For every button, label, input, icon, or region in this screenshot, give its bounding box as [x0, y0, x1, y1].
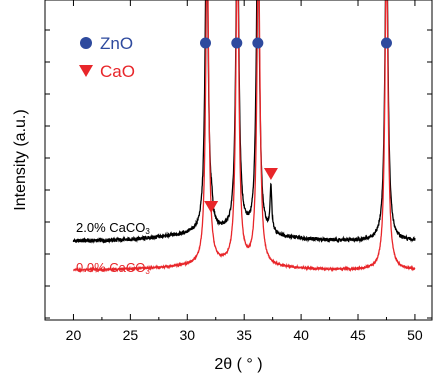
series-layer — [72, 0, 416, 274]
x-tick-label: 45 — [350, 327, 366, 343]
series-label-0: 2.0% CaCO3 — [76, 220, 150, 236]
x-tick-label: 20 — [66, 327, 82, 343]
series-label-1: 0.0% CaCO3 — [76, 260, 150, 276]
marker-zno — [380, 37, 392, 49]
y-axis-title: Intensity (a.u.) — [12, 109, 29, 210]
x-tick-label: 35 — [236, 327, 252, 343]
marker-zno — [199, 37, 211, 49]
marker-zno — [231, 37, 243, 49]
x-tick-label: 50 — [407, 327, 423, 343]
marker-zno — [252, 37, 264, 49]
series-labels: 2.0% CaCO3 0.0% CaCO3 — [76, 220, 150, 276]
x-axis-title: 2θ ( ° ) — [214, 356, 262, 373]
legend-triangle-icon — [79, 65, 93, 77]
legend-circle-icon — [80, 37, 92, 49]
series-line-0 — [72, 0, 416, 244]
marker-cao — [263, 168, 278, 180]
ticks: 20 25 30 35 40 45 50 — [44, 0, 432, 343]
marker-cao — [204, 201, 219, 213]
plot-frame — [44, 0, 433, 321]
series-line-1 — [73, 0, 416, 274]
legend-label: ZnO — [100, 34, 133, 53]
marker-layer — [199, 37, 392, 213]
x-tick-label: 40 — [293, 327, 309, 343]
legend-label: CaO — [100, 62, 135, 81]
legend: ZnO CaO — [79, 34, 135, 81]
x-tick-label: 30 — [179, 327, 195, 343]
x-tick-label: 25 — [123, 327, 139, 343]
axes — [44, 0, 433, 321]
